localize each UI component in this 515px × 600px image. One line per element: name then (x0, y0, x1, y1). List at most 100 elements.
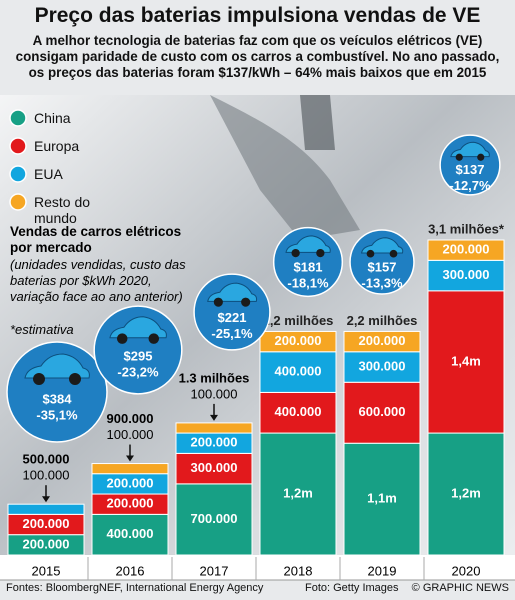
segment-label: 1,2m (451, 485, 481, 500)
charger-shape (210, 95, 360, 240)
price-label: $384 (43, 391, 73, 406)
segment-label: 400.000 (275, 364, 322, 379)
car-icon (360, 237, 404, 254)
bar-segment (91, 513, 169, 556)
car-wheel (241, 297, 251, 307)
car-wheel (69, 373, 81, 385)
segment-label: 600.000 (359, 404, 406, 419)
bar-segment (7, 503, 85, 515)
x-tick-label: 2015 (32, 563, 61, 578)
bar-segment (343, 351, 421, 383)
legend-note: (unidades vendidas, custo das baterias p… (10, 257, 186, 304)
segment-label: 200.000 (23, 536, 70, 551)
bar-segment (427, 432, 505, 556)
car-icon (285, 235, 331, 253)
car-wheel (291, 248, 300, 258)
car-wheel (116, 333, 128, 344)
title: Preço das baterias impulsiona vendas de … (34, 4, 481, 27)
car-wheel (33, 373, 45, 385)
bar-segment (427, 259, 505, 292)
car-wheel (316, 248, 325, 258)
label-arrowhead (126, 455, 134, 462)
segment-label: 300.000 (359, 358, 406, 373)
total-label: 1.3 milhões (179, 370, 250, 385)
segment-label: 200.000 (443, 242, 490, 257)
legend-swatch (9, 109, 27, 127)
bar-segment (259, 432, 337, 556)
car-icon (109, 316, 167, 339)
x-tick-label: 2020 (452, 563, 481, 578)
car-icon (207, 282, 258, 302)
total-label: 2,2 milhões (347, 313, 418, 328)
car-wheel (366, 249, 375, 258)
small-segment-label: 100.000 (191, 386, 238, 401)
cable-shape (300, 95, 335, 150)
price-label: $221 (218, 310, 247, 325)
segment-label: 1,2m (283, 485, 313, 500)
price-label: $137 (456, 162, 485, 177)
bar-segment (91, 463, 169, 475)
total-label: 500.000 (23, 452, 70, 467)
segment-label: 200.000 (191, 435, 238, 450)
total-label: 900.000 (107, 411, 154, 426)
credit: © GRAPHIC NEWS (411, 582, 509, 594)
price-change-label: -12,7% (449, 178, 491, 193)
price-change-label: -25,1% (211, 326, 253, 341)
car-wheel (455, 153, 463, 161)
bar-segment (343, 381, 421, 444)
footnote: *estimativa (10, 322, 74, 337)
legend-label: Resto do mundo (34, 194, 91, 226)
legend-label: China (34, 110, 71, 126)
bar-segment (175, 452, 253, 485)
price-label: $181 (294, 260, 323, 275)
segment-label: 1,1m (367, 491, 397, 506)
price-change-label: -13,3% (361, 275, 403, 290)
year-band (0, 555, 515, 580)
label-arrowhead (42, 496, 50, 503)
price-change-label: -18,1% (287, 276, 329, 291)
small-segment-label: 100.000 (107, 427, 154, 442)
bar-segment (343, 442, 421, 556)
car-wheel (389, 249, 398, 258)
car-icon (24, 353, 90, 379)
bar-segment (427, 290, 505, 434)
bar-segment (427, 239, 505, 261)
x-tick-label: 2018 (284, 563, 313, 578)
car-icon (450, 141, 490, 158)
car-wheel (477, 153, 485, 161)
bar-segment (259, 391, 337, 434)
segment-label: 400.000 (107, 526, 154, 541)
legend-swatch (9, 137, 27, 155)
segment-label: 200.000 (107, 475, 154, 490)
sources: Fontes: BloombergNEF, International Ener… (6, 582, 264, 594)
price-label: $157 (368, 259, 397, 274)
segment-label: 400.000 (275, 404, 322, 419)
legend-label: Europa (34, 138, 80, 154)
segment-label: 200.000 (359, 333, 406, 348)
price-change-label: -23,2% (117, 365, 159, 380)
segment-label: 200.000 (23, 516, 70, 531)
car-wheel (148, 333, 160, 344)
segment-label: 200.000 (107, 496, 154, 511)
x-tick-label: 2017 (200, 563, 229, 578)
small-segment-label: 100.000 (23, 468, 70, 483)
legend-label: EUA (34, 166, 63, 182)
legend-swatch (9, 165, 27, 183)
x-tick-label: 2016 (116, 563, 145, 578)
price-label: $295 (124, 349, 153, 364)
bar-segment (343, 330, 421, 353)
segment-label: 700.000 (191, 511, 238, 526)
segment-label: 1,4m (451, 353, 481, 368)
bar-segment (175, 422, 253, 434)
segment-label: 200.000 (275, 333, 322, 348)
x-tick-label: 2019 (368, 563, 397, 578)
legend-swatch (9, 193, 27, 211)
car-wheel (213, 297, 223, 307)
total-label: 2,2 milhões (263, 313, 334, 328)
total-label: 3,1 milhões* (428, 221, 505, 236)
segment-label: 300.000 (443, 267, 490, 282)
subtitle: A melhor tecnologia de baterias faz com … (15, 33, 500, 80)
legend-title: Vendas de carros elétricos por mercado (10, 224, 182, 255)
